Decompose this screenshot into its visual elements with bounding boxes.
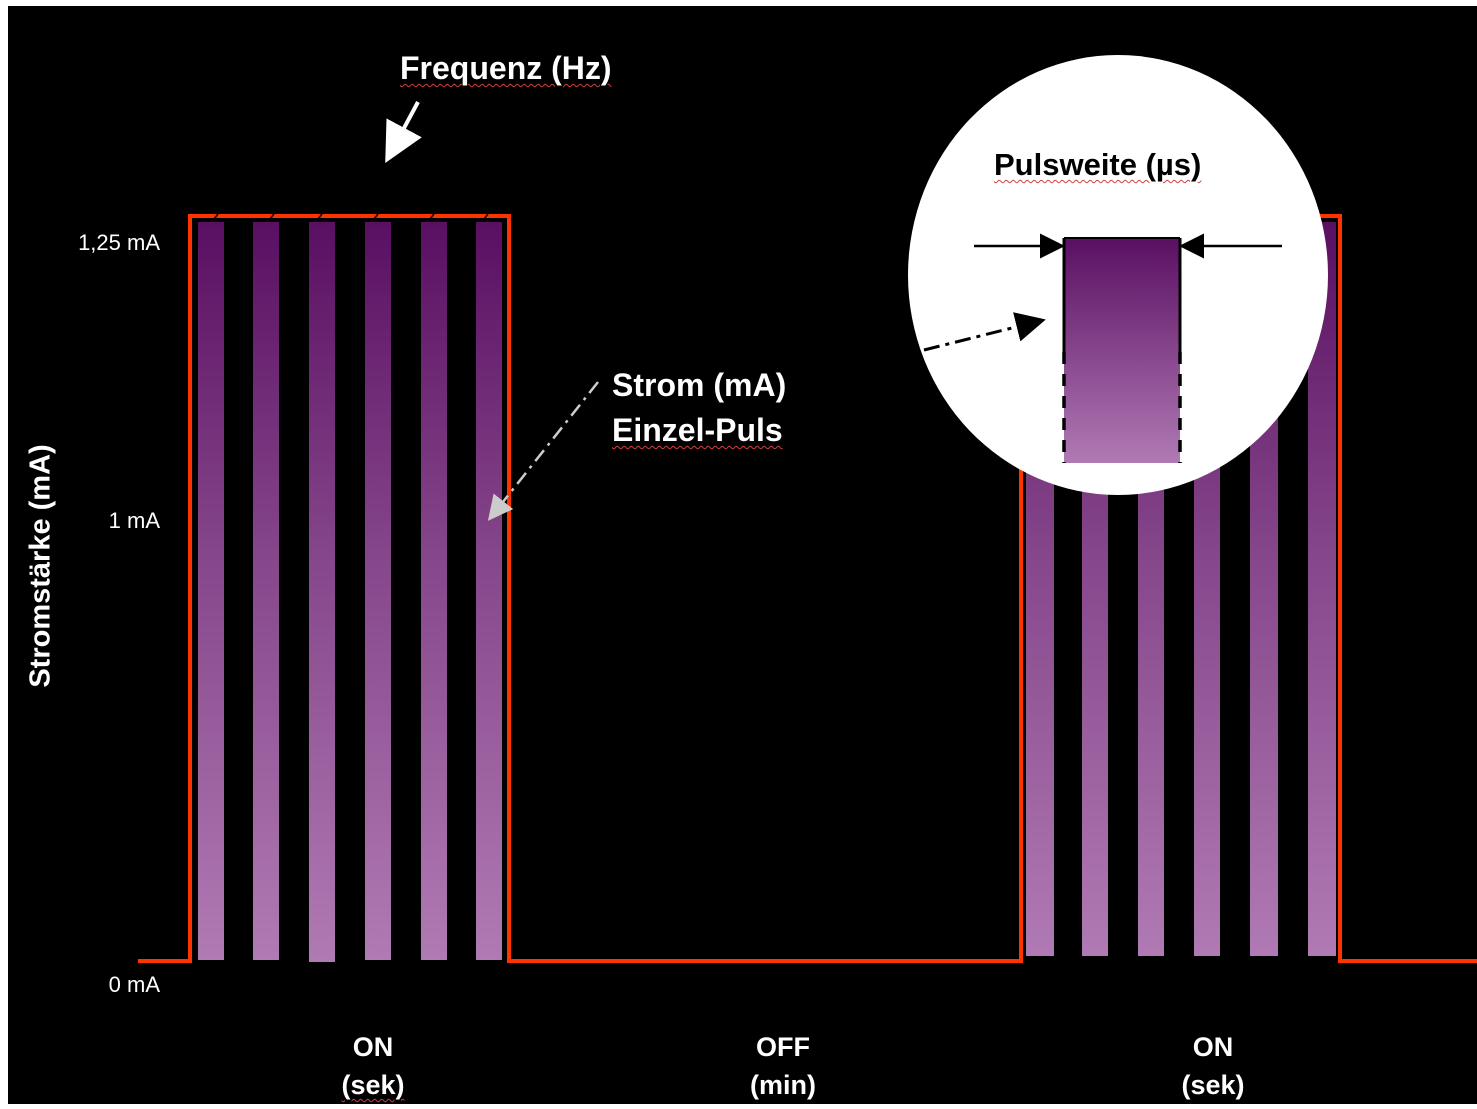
phase-state: OFF [756,1032,810,1062]
frequency-arrow [385,101,422,164]
phase-label-on-1: ON (sek) [273,1028,473,1104]
pulse-width-label: Pulsweite (µs) [994,147,1202,182]
frequency-ticks [213,213,489,220]
y-tick-zero: 0 mA [108,972,160,997]
pulse-bar [253,222,279,960]
y-axis-label: Stromstärke (mA) [24,444,57,688]
pulse-width-zoom [908,55,1328,495]
pulse-bar [198,222,224,960]
pulse-bar [421,222,447,960]
phase-unit: (sek) [1181,1070,1245,1100]
pulse-group-1 [198,222,502,962]
zoom-pulse [1064,238,1180,463]
frequency-label: Frequenz (Hz) [400,50,612,86]
pulse-bar [309,222,335,962]
current-label-line2: Einzel-Puls [612,412,783,448]
envelope-line [138,214,1477,963]
y-tick-max: 1,25 mA [78,230,160,255]
current-label-line1: Strom (mA) [612,367,787,403]
y-tick-one: 1 mA [108,508,160,533]
phase-state: ON [352,1032,394,1062]
pulse-bar [476,222,502,960]
phase-unit: (min) [750,1070,816,1100]
phase-label-on-2: ON (sek) [1113,1028,1313,1104]
phase-state: ON [1192,1032,1234,1062]
phase-unit: (sek) [341,1070,405,1100]
phase-label-off: OFF (min) [683,1028,883,1104]
zoom-pointer-arrow [923,312,1046,352]
pulse-bar [365,222,391,960]
